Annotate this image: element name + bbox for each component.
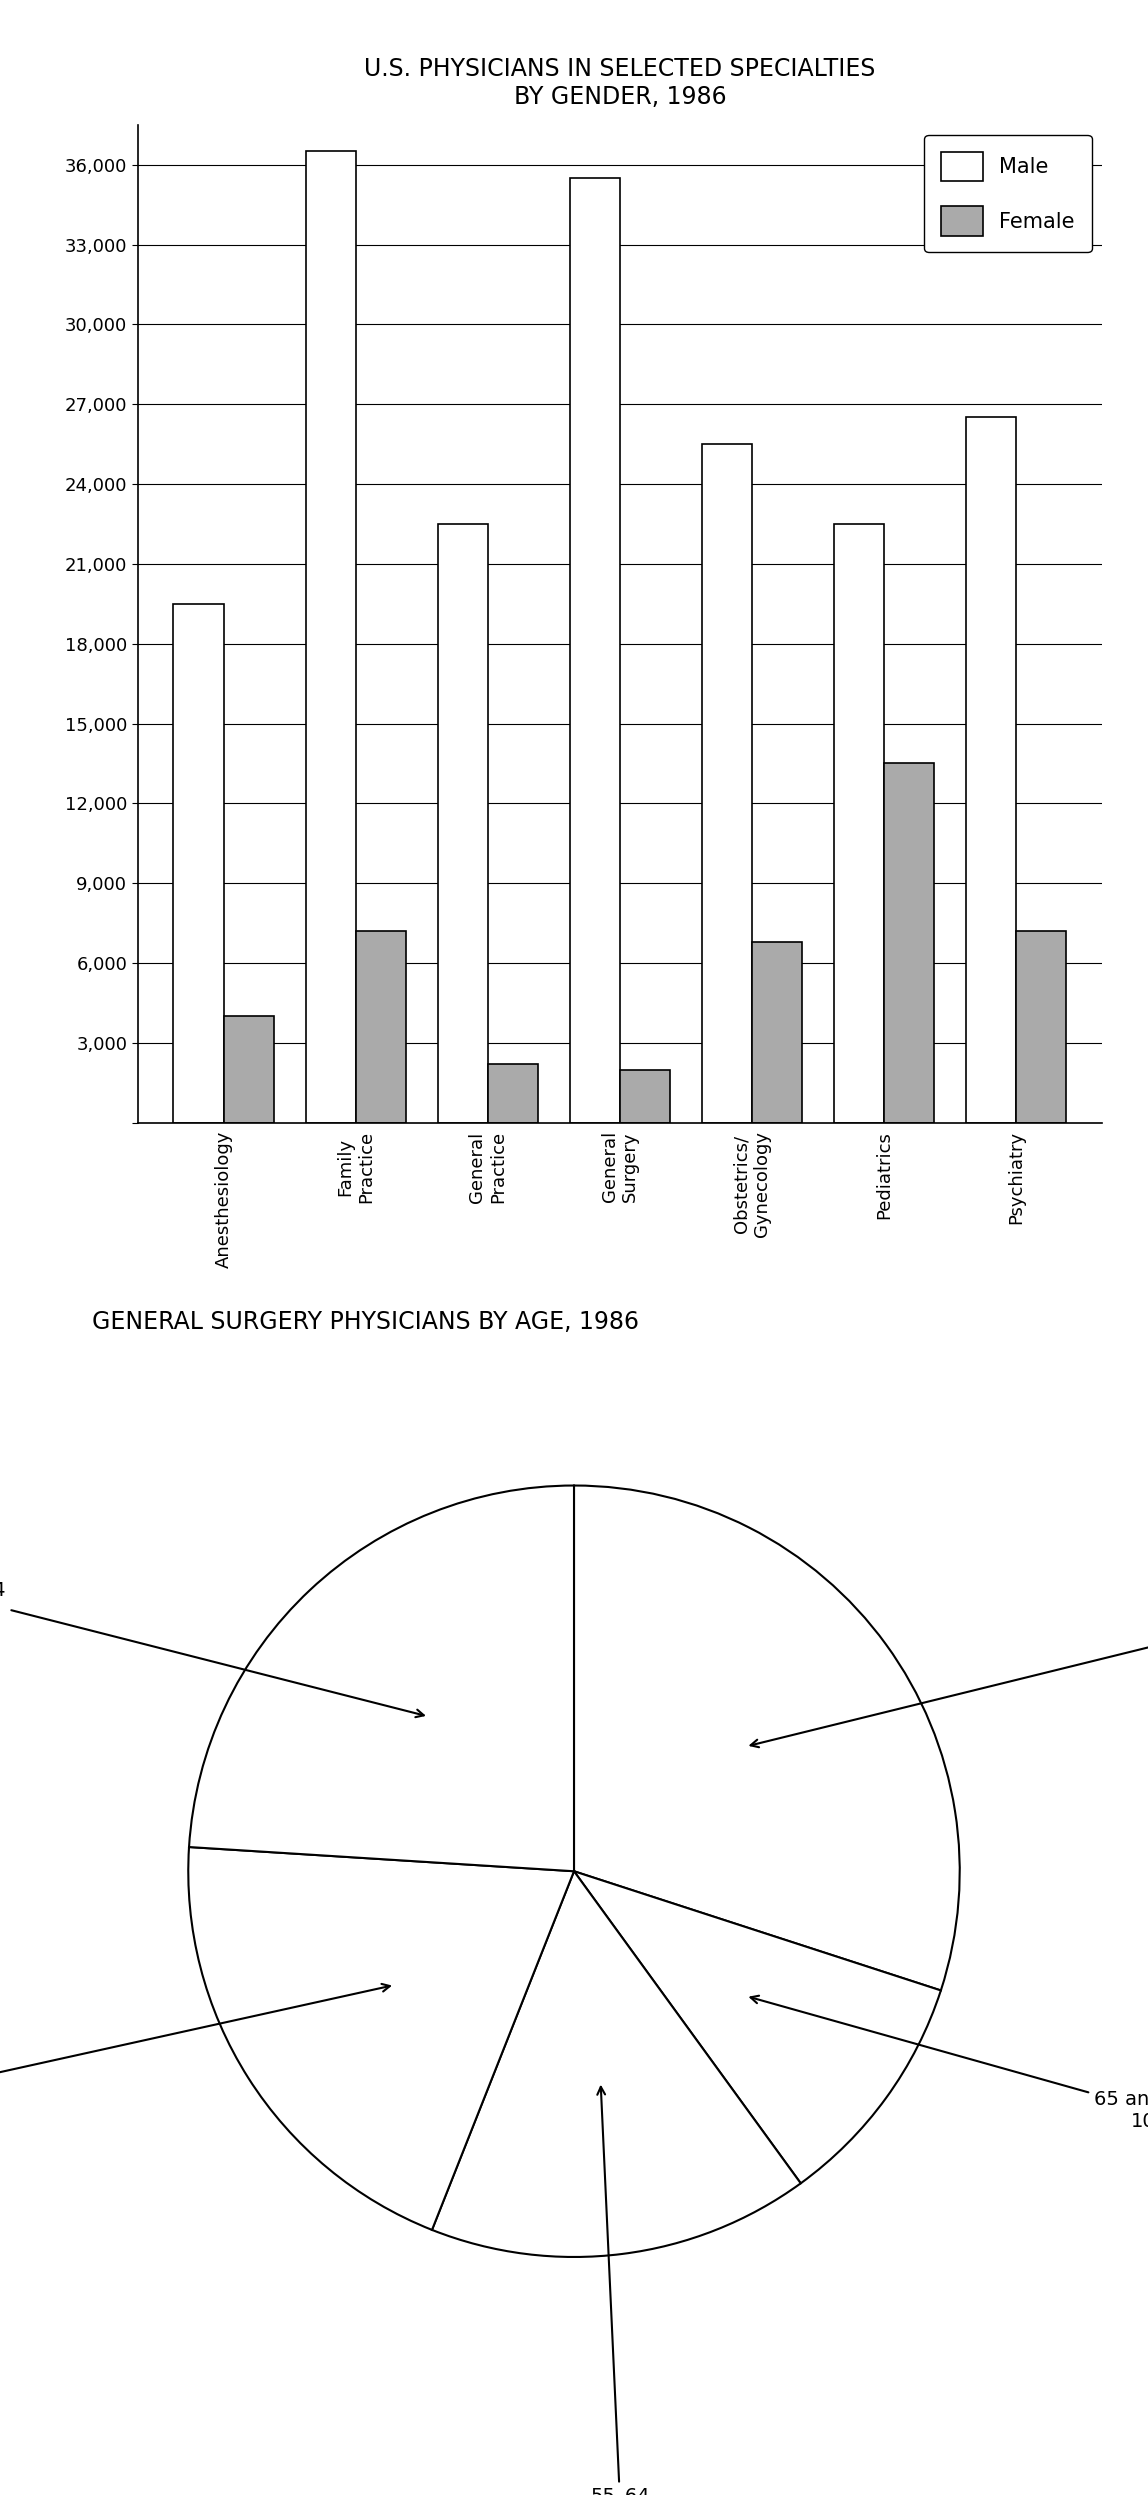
Bar — [173, 604, 224, 1123]
Bar — [224, 1015, 274, 1123]
Text: 35–44
24%: 35–44 24% — [0, 1582, 424, 1717]
Bar — [569, 177, 620, 1123]
Wedge shape — [188, 1846, 574, 2231]
Wedge shape — [432, 1871, 800, 2258]
Title: U.S. PHYSICIANS IN SELECTED SPECIALTIES
BY GENDER, 1986: U.S. PHYSICIANS IN SELECTED SPECIALTIES … — [364, 57, 876, 110]
Bar — [305, 152, 356, 1123]
Wedge shape — [574, 1485, 960, 1991]
Bar — [437, 524, 488, 1123]
Text: Under 35
30%: Under 35 30% — [751, 1612, 1148, 1746]
Bar — [701, 444, 752, 1123]
Bar — [1016, 931, 1066, 1123]
Bar — [833, 524, 884, 1123]
Legend: Male, Female: Male, Female — [924, 135, 1092, 252]
Bar — [356, 931, 406, 1123]
Text: 45–54
20%: 45–54 20% — [0, 1984, 390, 2103]
Bar — [752, 941, 802, 1123]
Bar — [488, 1065, 538, 1123]
Wedge shape — [574, 1871, 941, 2183]
Bar — [965, 417, 1016, 1123]
Text: 65 and over
10%: 65 and over 10% — [751, 1996, 1148, 2131]
Text: 55–64
16%: 55–64 16% — [590, 2086, 650, 2495]
Bar — [884, 763, 934, 1123]
Text: GENERAL SURGERY PHYSICIANS BY AGE, 1986: GENERAL SURGERY PHYSICIANS BY AGE, 1986 — [92, 1310, 638, 1335]
Wedge shape — [189, 1485, 574, 1871]
Bar — [620, 1070, 670, 1123]
